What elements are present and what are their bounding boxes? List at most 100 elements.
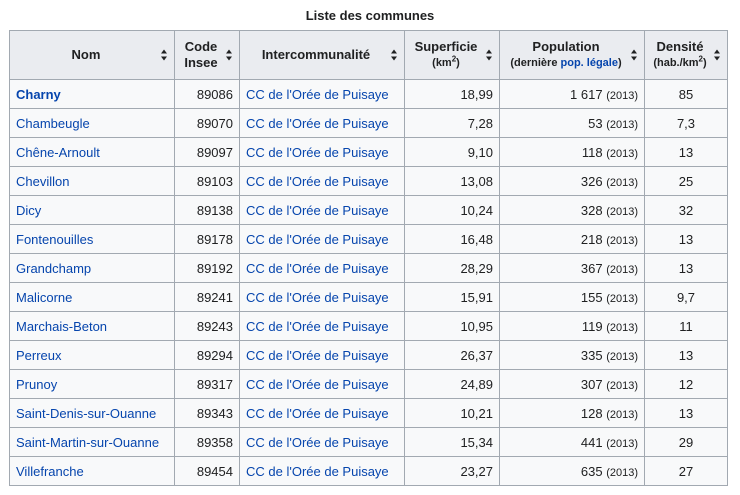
- cell-superficie: 15,34: [404, 427, 500, 457]
- column-header-label: Nom: [71, 47, 101, 62]
- intercommunalite-link[interactable]: CC de l'Orée de Puisaye: [246, 318, 389, 334]
- population-value: 1 617: [570, 86, 603, 102]
- sort-icon[interactable]: [161, 49, 168, 61]
- cell-intercommunalite: CC de l'Orée de Puisaye: [239, 253, 405, 283]
- cell-superficie: 7,28: [404, 108, 500, 138]
- cell-nom: Malicorne: [9, 282, 175, 312]
- table-row: Fontenouilles 89178 CC de l'Orée de Puisay…: [9, 224, 728, 254]
- commune-link[interactable]: Chambeugle: [16, 115, 90, 131]
- cell-densite: 13: [644, 224, 728, 254]
- column-header-unit: (km2): [432, 54, 460, 69]
- cell-population: 119 (2013): [499, 311, 645, 341]
- pop-legale-link[interactable]: pop. légale: [560, 57, 618, 69]
- column-header-population[interactable]: Population (dernière pop. légale): [499, 30, 645, 80]
- commune-link[interactable]: Chêne-Arnoult: [16, 144, 100, 160]
- column-header-unit: (hab./km2): [653, 54, 707, 69]
- cell-code-insee: 89358: [174, 427, 240, 457]
- cell-nom: Saint-Denis-sur-Ouanne: [9, 398, 175, 428]
- population-value: 53: [588, 115, 603, 131]
- cell-superficie: 13,08: [404, 166, 500, 196]
- sort-icon[interactable]: [714, 49, 721, 61]
- population-year: (2013): [606, 350, 638, 363]
- column-header-densite[interactable]: Densité (hab./km2): [644, 30, 728, 80]
- cell-intercommunalite: CC de l'Orée de Puisaye: [239, 456, 405, 486]
- intercommunalite-link[interactable]: CC de l'Orée de Puisaye: [246, 347, 389, 363]
- cell-superficie: 10,24: [404, 195, 500, 225]
- cell-nom: Villefranche: [9, 456, 175, 486]
- population-year: (2013): [606, 205, 638, 218]
- intercommunalite-link[interactable]: CC de l'Orée de Puisaye: [246, 376, 389, 392]
- cell-intercommunalite: CC de l'Orée de Puisaye: [239, 137, 405, 167]
- column-header-superficie[interactable]: Superficie (km2): [404, 30, 500, 80]
- column-header-code-insee[interactable]: Code Insee: [174, 30, 240, 80]
- commune-link[interactable]: Grandchamp: [16, 260, 92, 276]
- population-value: 155: [580, 289, 603, 305]
- cell-nom: Perreux: [9, 340, 175, 370]
- cell-code-insee: 89243: [174, 311, 240, 341]
- cell-code-insee: 89070: [174, 108, 240, 138]
- commune-link[interactable]: Malicorne: [16, 289, 73, 305]
- cell-population: 335 (2013): [499, 340, 645, 370]
- table-row: Charny 89086 CC de l'Orée de Puisaye 18,99 1…: [9, 79, 728, 109]
- cell-code-insee: 89086: [174, 79, 240, 109]
- population-value: 441: [580, 434, 603, 450]
- table-row: Villefranche 89454 CC de l'Orée de Puisaye…: [9, 456, 728, 486]
- cell-superficie: 26,37: [404, 340, 500, 370]
- cell-densite: 85: [644, 79, 728, 109]
- commune-link[interactable]: Fontenouilles: [16, 231, 94, 247]
- commune-link[interactable]: Perreux: [16, 347, 62, 363]
- cell-intercommunalite: CC de l'Orée de Puisaye: [239, 340, 405, 370]
- cell-densite: 13: [644, 340, 728, 370]
- intercommunalite-link[interactable]: CC de l'Orée de Puisaye: [246, 289, 389, 305]
- commune-link[interactable]: Prunoy: [16, 376, 58, 392]
- population-value: 635: [580, 463, 603, 479]
- sort-icon[interactable]: [226, 49, 233, 61]
- column-header-label: Population: [532, 39, 600, 54]
- population-year: (2013): [606, 437, 638, 450]
- commune-link[interactable]: Chevillon: [16, 173, 70, 189]
- intercommunalite-link[interactable]: CC de l'Orée de Puisaye: [246, 260, 389, 276]
- population-value: 218: [580, 231, 603, 247]
- population-year: (2013): [606, 147, 638, 160]
- intercommunalite-link[interactable]: CC de l'Orée de Puisaye: [246, 86, 389, 102]
- sort-icon[interactable]: [486, 49, 493, 61]
- cell-intercommunalite: CC de l'Orée de Puisaye: [239, 282, 405, 312]
- cell-code-insee: 89317: [174, 369, 240, 399]
- population-year: (2013): [606, 321, 638, 334]
- cell-population: 53 (2013): [499, 108, 645, 138]
- cell-densite: 27: [644, 456, 728, 486]
- cell-nom: Chambeugle: [9, 108, 175, 138]
- cell-code-insee: 89097: [174, 137, 240, 167]
- commune-link[interactable]: Dicy: [16, 202, 42, 218]
- column-header-nom[interactable]: Nom: [9, 30, 175, 80]
- cell-intercommunalite: CC de l'Orée de Puisaye: [239, 427, 405, 457]
- cell-intercommunalite: CC de l'Orée de Puisaye: [239, 398, 405, 428]
- cell-code-insee: 89343: [174, 398, 240, 428]
- cell-population: 635 (2013): [499, 456, 645, 486]
- intercommunalite-link[interactable]: CC de l'Orée de Puisaye: [246, 434, 389, 450]
- intercommunalite-link[interactable]: CC de l'Orée de Puisaye: [246, 405, 389, 421]
- cell-population: 1 617 (2013): [499, 79, 645, 109]
- commune-link[interactable]: Saint-Denis-sur-Ouanne: [16, 405, 157, 421]
- cell-population: 218 (2013): [499, 224, 645, 254]
- intercommunalite-link[interactable]: CC de l'Orée de Puisaye: [246, 173, 389, 189]
- commune-link[interactable]: Charny: [16, 86, 61, 102]
- cell-densite: 9,7: [644, 282, 728, 312]
- population-value: 367: [580, 260, 603, 276]
- intercommunalite-link[interactable]: CC de l'Orée de Puisaye: [246, 115, 389, 131]
- intercommunalite-link[interactable]: CC de l'Orée de Puisaye: [246, 231, 389, 247]
- commune-link[interactable]: Villefranche: [16, 463, 84, 479]
- cell-superficie: 23,27: [404, 456, 500, 486]
- commune-link[interactable]: Marchais-Beton: [16, 318, 108, 334]
- intercommunalite-link[interactable]: CC de l'Orée de Puisaye: [246, 202, 389, 218]
- table-row: Malicorne 89241 CC de l'Orée de Puisaye 15,…: [9, 282, 728, 312]
- sort-icon[interactable]: [631, 49, 638, 61]
- intercommunalite-link[interactable]: CC de l'Orée de Puisaye: [246, 144, 389, 160]
- cell-code-insee: 89138: [174, 195, 240, 225]
- commune-link[interactable]: Saint-Martin-sur-Ouanne: [16, 434, 160, 450]
- sort-icon[interactable]: [391, 49, 398, 61]
- column-header-unit: (dernière pop. légale): [510, 57, 622, 69]
- cell-intercommunalite: CC de l'Orée de Puisaye: [239, 195, 405, 225]
- column-header-intercommunalite[interactable]: Intercommunalité: [239, 30, 405, 80]
- intercommunalite-link[interactable]: CC de l'Orée de Puisaye: [246, 463, 389, 479]
